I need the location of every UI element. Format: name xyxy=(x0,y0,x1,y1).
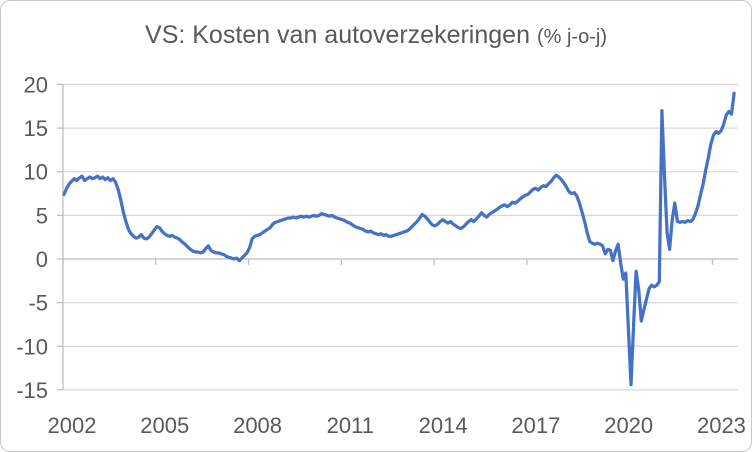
y-axis-label: 15 xyxy=(24,116,48,141)
y-axis-label: -15 xyxy=(16,378,48,403)
y-axis-label: 5 xyxy=(36,203,48,228)
series-line xyxy=(62,91,736,387)
x-axis-label: 2005 xyxy=(140,413,189,438)
y-axis-label: -10 xyxy=(16,334,48,359)
y-axis-label: 10 xyxy=(24,160,48,185)
chart-title-suffix: (% j-o-j) xyxy=(536,26,607,48)
x-axis-label: 2017 xyxy=(511,413,560,438)
chart-title: VS: Kosten van autoverzekeringen (% j-o-j… xyxy=(1,21,751,50)
y-axis-label: 0 xyxy=(36,247,48,272)
x-axis-label: 2023 xyxy=(697,413,746,438)
x-axis-label: 2014 xyxy=(419,413,468,438)
x-axis-label: 2020 xyxy=(604,413,653,438)
y-axis-label: -5 xyxy=(28,291,48,316)
x-axis-label: 2002 xyxy=(48,413,97,438)
chart-title-main: VS: Kosten van autoverzekeringen xyxy=(145,21,530,49)
y-axis-label: 20 xyxy=(24,72,48,97)
x-axis-label: 2008 xyxy=(233,413,282,438)
x-axis-label: 2011 xyxy=(327,413,374,438)
